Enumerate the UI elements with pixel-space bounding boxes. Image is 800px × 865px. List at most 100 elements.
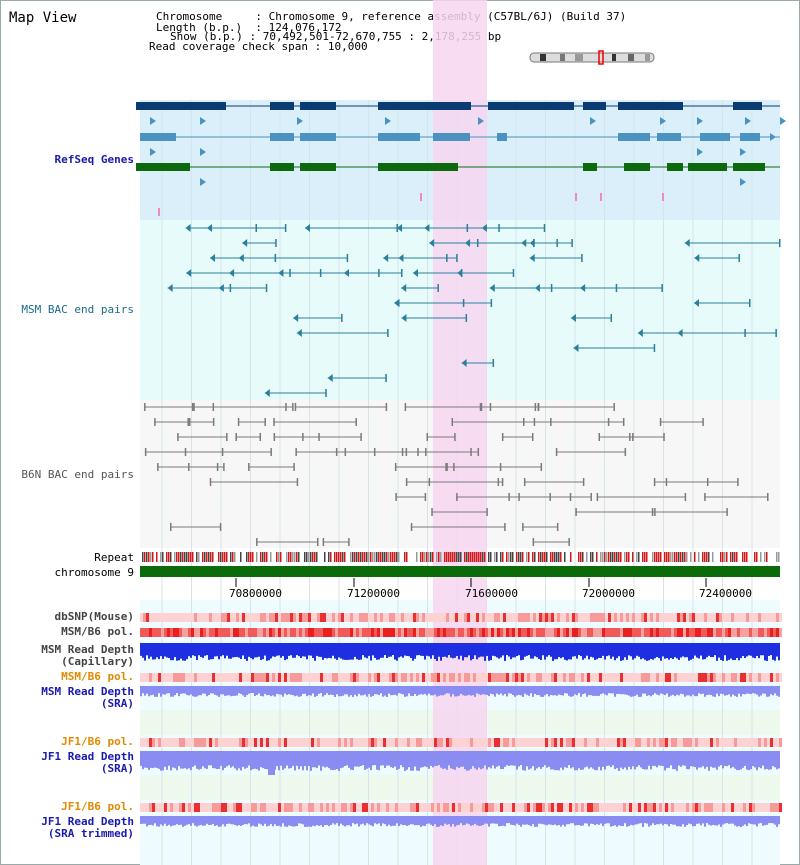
- depth-bar: [140, 686, 142, 697]
- track-label-refseq[interactable]: RefSeq Genes: [54, 153, 134, 166]
- heat-cell: [413, 628, 416, 637]
- depth-bar: [528, 816, 530, 826]
- depth-bar: [616, 816, 618, 827]
- repeat-mark: [534, 552, 536, 562]
- heat-cell: [461, 628, 464, 637]
- track-label-jf1-pol[interactable]: JF1/B6 pol.: [61, 735, 134, 748]
- depth-bar: [600, 816, 602, 824]
- depth-bar: [320, 686, 322, 694]
- depth-bar: [266, 643, 268, 661]
- heat-cell: [767, 738, 770, 747]
- b6n-pair-end: [428, 478, 431, 486]
- ideogram: [529, 52, 655, 63]
- track-label-msm-pol[interactable]: MSM/B6 pol.: [61, 625, 134, 638]
- depth-bar: [520, 643, 522, 661]
- heat-cell: [299, 628, 302, 637]
- track-label-msm-depth-capillary-sub: (Capillary): [61, 655, 134, 668]
- depth-bar: [302, 686, 304, 694]
- depth-bar: [546, 751, 548, 768]
- heat-cell: [689, 738, 692, 747]
- heat-cell: [422, 628, 425, 637]
- depth-bar: [350, 686, 352, 696]
- heat-cell: [584, 738, 587, 747]
- depth-bar: [606, 643, 608, 657]
- depth-bar: [578, 816, 580, 825]
- heat-cell: [359, 673, 362, 682]
- heat-cell: [455, 673, 458, 682]
- heat-cell: [161, 613, 164, 622]
- depth-bar: [604, 751, 606, 770]
- b6n-pair-end: [555, 448, 558, 456]
- heat-cell: [467, 738, 470, 747]
- depth-bar: [560, 816, 562, 827]
- depth-bar: [618, 816, 620, 826]
- depth-bar: [406, 751, 408, 770]
- heat-cell: [668, 803, 671, 812]
- heat-cell: [383, 628, 386, 637]
- depth-bar: [282, 643, 284, 657]
- msm-pair-end: [543, 224, 546, 232]
- heat-cell: [620, 803, 623, 812]
- depth-bar: [206, 816, 208, 824]
- depth-bar: [592, 643, 594, 658]
- heat-cell: [182, 673, 185, 682]
- depth-bar: [262, 751, 264, 769]
- depth-bar: [774, 751, 776, 768]
- repeat-mark: [206, 552, 208, 562]
- depth-bar: [248, 751, 250, 766]
- heat-cell: [482, 803, 485, 812]
- track-label-repeat[interactable]: Repeat: [94, 551, 134, 564]
- track-label-msm-depth-sra[interactable]: MSM Read Depth: [41, 685, 134, 698]
- track-label-dbsnp[interactable]: dbSNP(Mouse): [54, 610, 134, 623]
- heat-cell: [743, 803, 746, 812]
- depth-bar: [188, 816, 190, 825]
- heat-cell: [560, 613, 563, 622]
- heat-cell: [272, 803, 275, 812]
- depth-bar: [620, 643, 622, 661]
- depth-bar: [264, 643, 266, 656]
- depth-bar: [440, 816, 442, 826]
- depth-bar: [200, 816, 202, 825]
- depth-bar: [330, 686, 332, 695]
- heat-cell: [764, 673, 767, 682]
- repeat-mark: [464, 552, 466, 562]
- heat-cell: [443, 673, 446, 682]
- depth-bar: [760, 816, 762, 824]
- depth-bar: [526, 686, 528, 695]
- heat-cell: [236, 628, 239, 637]
- heat-cell: [467, 673, 470, 682]
- heat-cell: [155, 738, 158, 747]
- depth-bar: [624, 816, 626, 824]
- depth-bar: [364, 751, 366, 770]
- repeat-mark: [652, 552, 654, 562]
- depth-bar: [622, 751, 624, 770]
- b6n-pair-end: [704, 493, 706, 501]
- heat-cell: [680, 613, 683, 622]
- heat-cell: [470, 673, 473, 682]
- heat-cell: [638, 613, 641, 622]
- depth-bar: [424, 751, 426, 767]
- heat-cell: [410, 803, 413, 812]
- depth-bar: [160, 643, 162, 657]
- gene-marker: [385, 117, 391, 125]
- heat-cell: [692, 673, 695, 682]
- gene-exon: [583, 163, 597, 171]
- track-label-b6n-bac[interactable]: B6N BAC end pairs: [21, 468, 134, 481]
- track-label-msm-bac[interactable]: MSM BAC end pairs: [21, 303, 134, 316]
- track-label-msm-depth-capillary[interactable]: MSM Read Depth: [41, 643, 134, 656]
- heat-cell: [260, 738, 263, 747]
- gene-exon: [378, 102, 471, 110]
- msm-pair-end: [534, 284, 540, 292]
- track-label-jf1-trim[interactable]: JF1 Read Depth: [41, 815, 134, 828]
- repeat-mark: [314, 552, 316, 562]
- heat-cell: [596, 803, 599, 812]
- track-label-jf1-depth[interactable]: JF1 Read Depth: [41, 750, 134, 763]
- track-label-msm-pol-2[interactable]: MSM/B6 pol.: [61, 670, 134, 683]
- depth-bar: [682, 816, 684, 825]
- ideogram-band: [540, 54, 546, 61]
- track-label-msm-depth-sra-sub: (SRA): [100, 697, 134, 710]
- heat-cell: [434, 613, 437, 622]
- track-label-chromosome[interactable]: chromosome 9: [54, 566, 134, 579]
- track-label-jf1-pol-2[interactable]: JF1/B6 pol.: [61, 800, 134, 813]
